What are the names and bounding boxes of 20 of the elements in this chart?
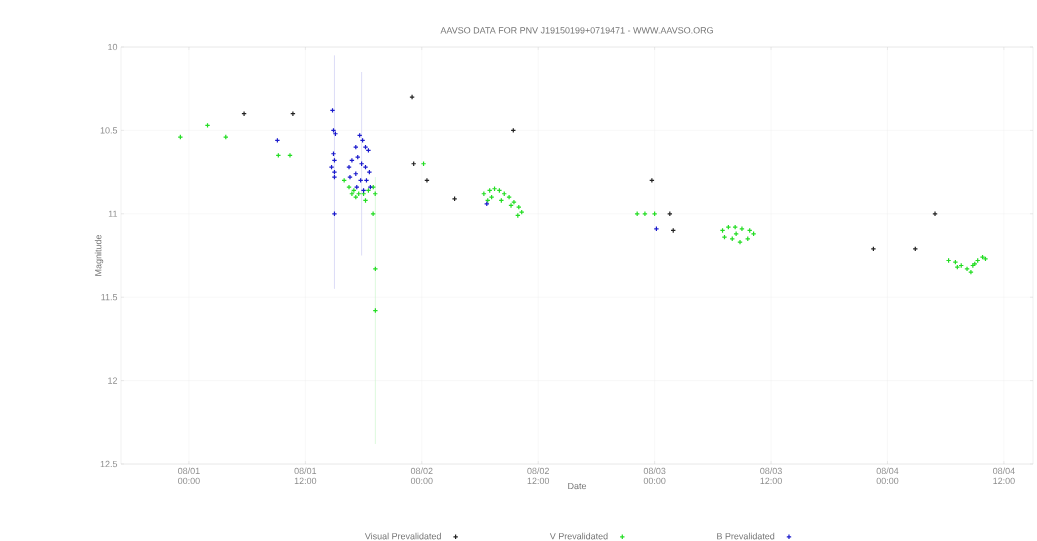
x-tick-label: 08/01 12:00 — [294, 467, 317, 485]
y-axis-title: Magnitude — [94, 234, 104, 276]
legend-label: B Prevalidated — [717, 532, 775, 540]
x-tick-label: 08/04 12:00 — [993, 467, 1015, 485]
x-tick-label: 08/01 00:00 — [178, 467, 200, 485]
y-tick-label: 12.5 — [100, 460, 118, 468]
legend-label: Visual Prevalidated — [364, 532, 441, 540]
y-tick-label: 10 — [108, 43, 118, 51]
y-tick-label: 11.5 — [101, 294, 118, 301]
y-tick-label: 11 — [108, 210, 118, 217]
x-tick-label: 08/04 00:00 — [876, 467, 899, 485]
x-tick-label: 08/02 12:00 — [527, 467, 550, 485]
x-axis-title: Date — [568, 482, 587, 490]
x-tick-label: 08/03 00:00 — [643, 467, 666, 485]
y-tick-label: 10.5 — [100, 127, 118, 134]
y-tick-label: 12 — [108, 377, 118, 384]
legend-label: V Prevalidated — [549, 532, 608, 540]
x-tick-label: 08/03 12:00 — [760, 467, 782, 485]
x-tick-label: 08/02 00:00 — [410, 467, 433, 485]
chart-title: AAVSO DATA FOR PNV J19150199+0719471 - WWW.AAVSO.ORG — [440, 27, 713, 34]
